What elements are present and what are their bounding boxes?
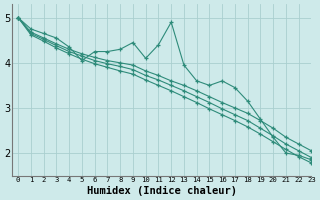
X-axis label: Humidex (Indice chaleur): Humidex (Indice chaleur) — [87, 186, 236, 196]
